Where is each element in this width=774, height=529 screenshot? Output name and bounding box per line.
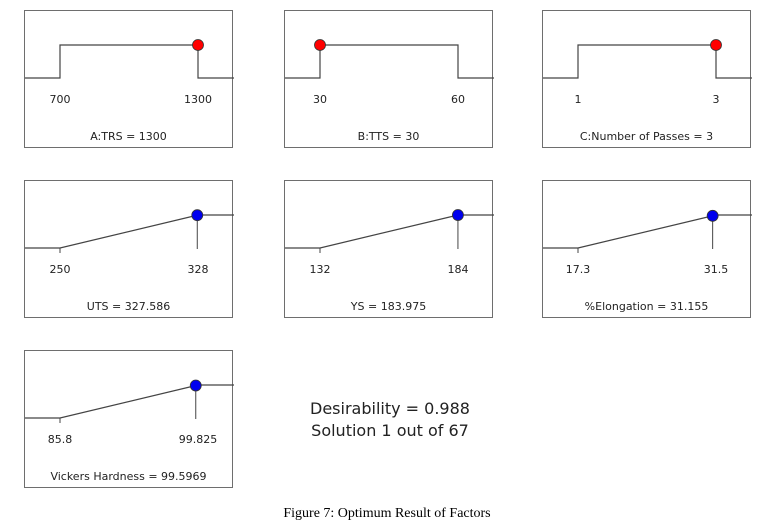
ramp-panel: 132 184 YS = 183.975 (284, 180, 494, 318)
ramp-plot (543, 209, 752, 253)
high-tick-label: 60 (451, 93, 465, 106)
optimum-point (452, 209, 464, 221)
low-tick-label: 132 (309, 263, 331, 276)
ramp-panel: 17.3 31.5 %Elongation = 31.155 (542, 180, 752, 318)
ramp-line (543, 214, 752, 249)
high-tick-label: 328 (187, 263, 209, 276)
panel-value-label: A:TRS = 1300 (90, 130, 167, 143)
ramp-plot (285, 209, 494, 253)
panel-value-label: Vickers Hardness = 99.5969 (50, 470, 207, 483)
low-tick-label: 700 (49, 93, 71, 106)
high-tick-label: 184 (447, 263, 469, 276)
ramp-plot (25, 379, 234, 423)
high-tick-label: 3 (712, 93, 720, 106)
low-tick-label: 85.8 (47, 433, 73, 446)
ramp-panel: 30 60 B:TTS = 30 (284, 10, 494, 148)
desirability-summary: Desirability = 0.988 Solution 1 out of 6… (290, 398, 490, 442)
ramp-plot (25, 209, 234, 253)
panel-value-label: B:TTS = 30 (357, 130, 420, 143)
panel-value-label: UTS = 327.586 (86, 300, 171, 313)
optimum-point (192, 39, 204, 51)
panel-value-label: %Elongation = 31.155 (584, 300, 709, 313)
optimum-point (189, 379, 202, 392)
optimum-point (706, 209, 719, 222)
ramp-line (543, 44, 752, 79)
ramp-plot (543, 39, 752, 79)
low-tick-label: 250 (49, 263, 71, 276)
low-tick-label: 30 (313, 93, 327, 106)
optimum-point (710, 39, 722, 51)
panel-value-label: C:Number of Passes = 3 (579, 130, 714, 143)
low-tick-label: 17.3 (565, 263, 591, 276)
ramp-line (285, 44, 494, 79)
ramp-panel: 85.8 99.825 Vickers Hardness = 99.5969 (24, 350, 234, 488)
optimum-point (191, 209, 204, 222)
ramp-line (25, 214, 234, 249)
figure-caption: Figure 7: Optimum Result of Factors (283, 506, 491, 521)
ramp-plot (25, 39, 234, 79)
ramp-line (285, 214, 494, 249)
high-tick-label: 99.825 (178, 433, 218, 446)
optimum-point (314, 39, 326, 51)
low-tick-label: 1 (574, 93, 582, 106)
ramp-line (25, 384, 234, 419)
ramp-line (25, 44, 234, 79)
desirability-text: Desirability = 0.988 (310, 399, 470, 418)
ramp-panel: 250 328 UTS = 327.586 (24, 180, 234, 318)
ramp-plot (285, 39, 494, 79)
high-tick-label: 1300 (184, 93, 212, 106)
ramp-panel: 1 3 C:Number of Passes = 3 (542, 10, 752, 148)
ramp-panel: 700 1300 A:TRS = 1300 (24, 10, 234, 148)
high-tick-label: 31.5 (703, 263, 729, 276)
solution-text: Solution 1 out of 67 (311, 421, 469, 440)
panel-value-label: YS = 183.975 (350, 300, 427, 313)
